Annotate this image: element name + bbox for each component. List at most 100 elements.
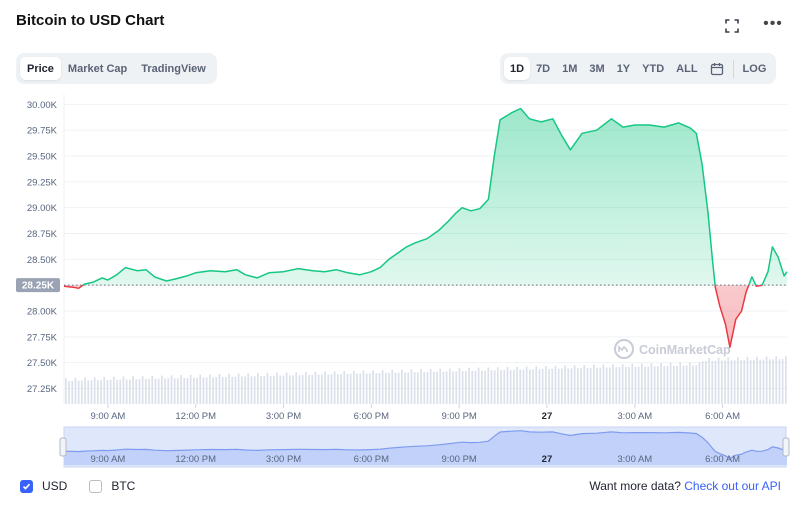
more-icon[interactable]: ••• bbox=[763, 15, 783, 32]
volume-bar bbox=[762, 359, 765, 404]
volume-bar bbox=[541, 369, 544, 404]
volume-bar bbox=[260, 376, 262, 404]
volume-bar bbox=[599, 367, 602, 404]
api-link[interactable]: Check out our API bbox=[684, 479, 781, 493]
range-tabs: 1D 7D 1M 3M 1Y YTD ALL LOG bbox=[500, 53, 777, 84]
watermark: CoinMarketCap bbox=[614, 339, 731, 359]
range-1m[interactable]: 1M bbox=[562, 62, 578, 75]
calendar-icon[interactable] bbox=[704, 57, 730, 80]
range-navigator[interactable]: 9:00 AM 12:00 PM 3:00 PM 6:00 PM 9:00 PM 27 3:… bbox=[59, 426, 790, 468]
volume-bar bbox=[308, 374, 310, 404]
range-ytd[interactable]: YTD bbox=[642, 62, 665, 75]
volume-bar bbox=[730, 360, 733, 404]
volume-bar bbox=[170, 375, 173, 404]
volume-bar bbox=[698, 362, 701, 404]
volume-bar bbox=[583, 365, 586, 404]
tab-market-cap[interactable]: Market Cap bbox=[67, 62, 128, 75]
volume-bar bbox=[365, 373, 368, 404]
expand-icon[interactable] bbox=[722, 16, 742, 36]
volume-bar bbox=[593, 364, 595, 404]
tab-price[interactable]: Price bbox=[20, 57, 61, 80]
volume-bar bbox=[103, 377, 106, 404]
volume-bar bbox=[237, 373, 240, 404]
volume-bar bbox=[621, 364, 624, 404]
volume-bar bbox=[199, 374, 202, 404]
x-tick-label: 3:00 PM bbox=[266, 411, 301, 422]
volume-bar bbox=[740, 360, 742, 404]
x-tick-label: 27 bbox=[542, 411, 553, 422]
volume-bar bbox=[775, 356, 778, 404]
x-tick-label: 9:00 AM bbox=[90, 411, 125, 422]
volume-bar bbox=[778, 359, 781, 404]
range-all[interactable]: ALL bbox=[676, 62, 698, 75]
log-scale-toggle[interactable]: LOG bbox=[742, 62, 767, 75]
volume-bar bbox=[65, 377, 67, 404]
currency-btc-checkbox[interactable]: BTC bbox=[89, 479, 135, 493]
currency-usd-checkbox[interactable]: USD bbox=[20, 479, 67, 493]
volume-bar bbox=[375, 373, 378, 404]
range-1d[interactable]: 1D bbox=[504, 57, 531, 80]
y-tick-label: 28.50K bbox=[27, 255, 58, 266]
volume-bar bbox=[292, 375, 294, 404]
volume-bar bbox=[615, 367, 618, 404]
volume-bar bbox=[349, 373, 352, 404]
volume-bar bbox=[71, 380, 74, 404]
volume-bar bbox=[404, 372, 406, 404]
volume-bar bbox=[481, 370, 483, 404]
volume-bar bbox=[221, 377, 224, 404]
volume-bar bbox=[333, 371, 336, 404]
volume-bar bbox=[714, 360, 717, 404]
volume-bar bbox=[215, 377, 218, 404]
x-axis: 9:00 AM 12:00 PM 3:00 PM 6:00 PM 9:00 PM 27 3:… bbox=[90, 404, 740, 422]
volume-bar bbox=[708, 357, 710, 404]
volume-bar bbox=[737, 357, 739, 404]
volume-bar bbox=[493, 370, 496, 404]
volume-bar bbox=[189, 374, 192, 404]
volume-bar bbox=[298, 375, 301, 404]
volume-bar bbox=[119, 379, 122, 404]
area-above-baseline bbox=[83, 108, 787, 286]
volume-bar bbox=[228, 373, 230, 404]
navigator-handle-right[interactable] bbox=[782, 437, 790, 457]
navigator-tick-label: 12:00 PM bbox=[175, 454, 216, 465]
volume-bar bbox=[487, 367, 490, 404]
volume-bar bbox=[506, 366, 509, 404]
volume-bar bbox=[113, 376, 115, 404]
currency-usd-label: USD bbox=[42, 479, 68, 493]
volume-bar bbox=[749, 359, 752, 404]
volume-bar bbox=[465, 371, 467, 404]
range-1y[interactable]: 1Y bbox=[616, 62, 631, 75]
range-7d[interactable]: 7D bbox=[536, 62, 551, 75]
view-tabs: Price Market Cap TradingView bbox=[16, 53, 217, 84]
api-promo: Want more data? Check out our API bbox=[589, 479, 781, 493]
navigator-tick-label: 3:00 AM bbox=[617, 454, 652, 465]
y-tick-label: 30.00K bbox=[27, 100, 58, 111]
volume-bar bbox=[81, 380, 83, 404]
y-tick-label: 29.75K bbox=[27, 126, 58, 137]
volume-bar bbox=[743, 360, 746, 404]
volume-bar bbox=[148, 378, 150, 404]
volume-bar bbox=[97, 380, 99, 404]
volume-bar bbox=[90, 380, 93, 404]
volume-bar bbox=[186, 377, 189, 404]
volume-bar bbox=[164, 378, 166, 404]
tab-tradingview[interactable]: TradingView bbox=[141, 62, 206, 75]
range-3m[interactable]: 3M bbox=[589, 62, 605, 75]
navigator-handle-left[interactable] bbox=[59, 437, 67, 457]
volume-bar bbox=[612, 364, 614, 404]
volume-bar bbox=[532, 369, 534, 404]
volume-bar bbox=[285, 372, 288, 404]
volume-bar bbox=[161, 375, 163, 404]
volume-bar bbox=[391, 369, 394, 404]
volume-bar bbox=[458, 368, 461, 404]
navigator-tick-label: 9:00 PM bbox=[441, 454, 476, 465]
volume-bar bbox=[269, 375, 272, 404]
volume-bar bbox=[100, 380, 102, 404]
volume-bar bbox=[701, 361, 704, 404]
volume-bar bbox=[628, 366, 630, 404]
volume-bar bbox=[145, 378, 147, 404]
volume-bar bbox=[247, 373, 250, 404]
volume-bar bbox=[586, 367, 589, 404]
volume-bar bbox=[497, 367, 499, 404]
volume-bar bbox=[785, 356, 787, 404]
